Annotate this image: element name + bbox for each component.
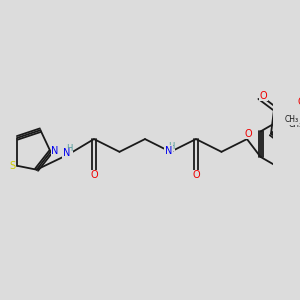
Text: H: H	[66, 144, 73, 153]
Text: O: O	[90, 170, 98, 180]
Text: O: O	[245, 129, 253, 139]
Text: N: N	[63, 148, 70, 158]
Text: CH₃: CH₃	[288, 120, 300, 129]
Text: O: O	[192, 170, 200, 180]
Text: H: H	[168, 142, 175, 151]
Text: N: N	[52, 146, 59, 156]
Text: O: O	[298, 97, 300, 107]
Text: O: O	[260, 91, 267, 100]
Text: S: S	[10, 161, 16, 171]
Text: CH₃: CH₃	[284, 116, 298, 124]
Text: N: N	[165, 146, 172, 156]
